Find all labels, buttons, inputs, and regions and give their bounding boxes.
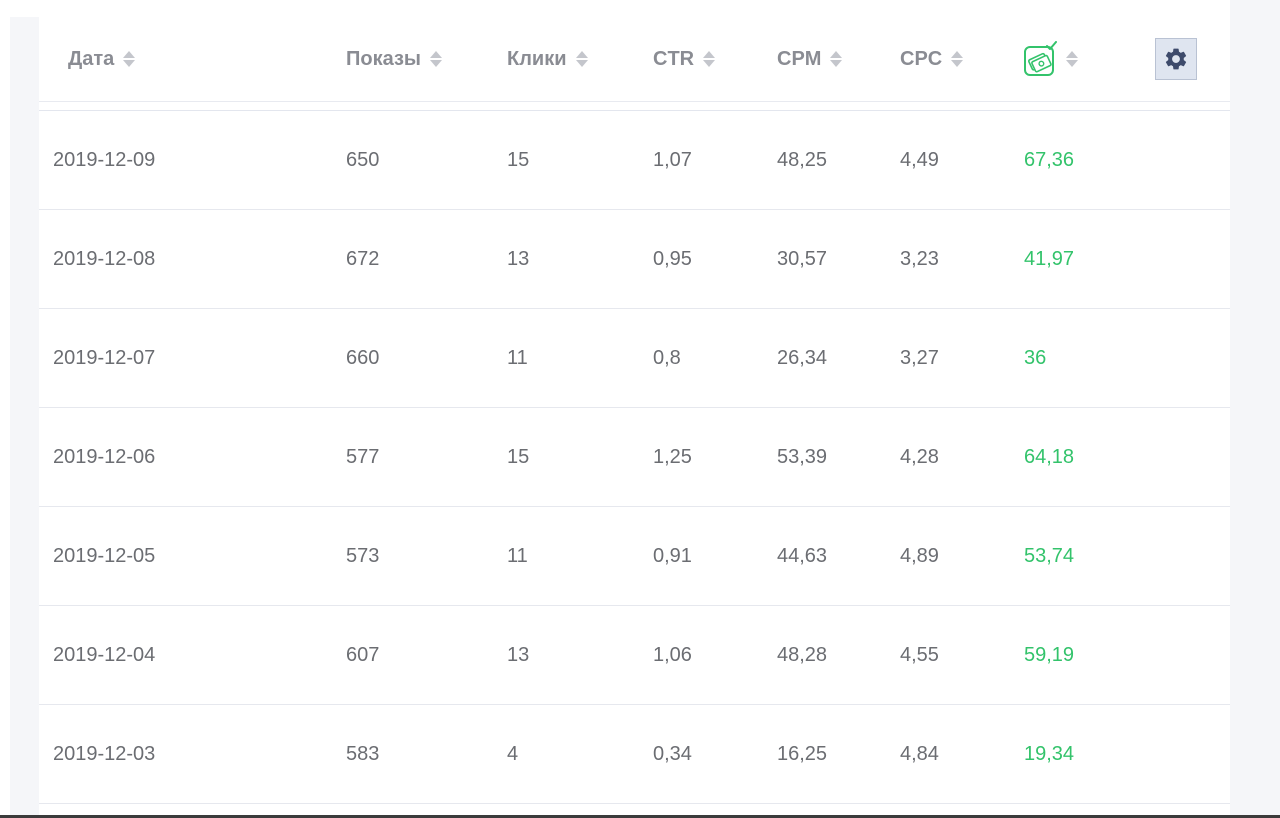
header-cpc[interactable]: CPC: [900, 17, 964, 101]
cell-clicks: 13: [507, 247, 530, 270]
cell-impressions: 672: [346, 247, 380, 270]
cell-date: 2019-12-05: [53, 544, 156, 567]
bottom-border: [0, 815, 1280, 818]
header-cpm-label: CPM: [777, 47, 822, 70]
cell-ctr: 1,06: [653, 643, 692, 666]
cell-spend: 64,18: [1024, 445, 1075, 468]
cell-cpm: 26,34: [777, 346, 828, 369]
cell-date: 2019-12-03: [53, 742, 156, 765]
cell-ctr: 0,8: [653, 346, 681, 369]
cell-clicks: 15: [507, 148, 530, 171]
table-row[interactable]: 2019-12-06 577 15 1,25 53,39 4,28 64,18: [39, 408, 1230, 507]
cell-cpm: 44,63: [777, 544, 828, 567]
header-cpm[interactable]: CPM: [777, 17, 843, 101]
header-impressions[interactable]: Показы: [346, 17, 442, 101]
cell-impressions: 650: [346, 148, 380, 171]
cell-clicks: 11: [507, 544, 528, 567]
right-margin: [1230, 0, 1280, 818]
cell-clicks: 13: [507, 643, 530, 666]
table-row[interactable]: 2019-12-03 583 4 0,34 16,25 4,84 19,34: [39, 705, 1230, 804]
money-check-icon: [1023, 41, 1057, 77]
table-row[interactable]: 2019-12-05 573 11 0,91 44,63 4,89 53,74: [39, 507, 1230, 606]
cell-impressions: 573: [346, 544, 380, 567]
cell-ctr: 1,25: [653, 445, 692, 468]
cell-spend: 53,74: [1024, 544, 1075, 567]
table-row[interactable]: 2019-12-08 672 13 0,95 30,57 3,23 41,97: [39, 210, 1230, 309]
cell-spend: 67,36: [1024, 148, 1075, 171]
cell-ctr: 1,07: [653, 148, 692, 171]
table-body: 2019-12-09 650 15 1,07 48,25 4,49 67,36 …: [39, 111, 1230, 804]
cell-impressions: 577: [346, 445, 380, 468]
cell-cpm: 53,39: [777, 445, 828, 468]
cell-clicks: 11: [507, 346, 528, 369]
cell-spend: 59,19: [1024, 643, 1075, 666]
cell-cpm: 48,28: [777, 643, 828, 666]
cell-impressions: 660: [346, 346, 380, 369]
cell-cpm: 48,25: [777, 148, 828, 171]
cell-impressions: 607: [346, 643, 380, 666]
cell-cpc: 3,27: [900, 346, 939, 369]
cell-spend: 19,34: [1024, 742, 1075, 765]
sort-icon[interactable]: [951, 50, 964, 68]
sort-icon[interactable]: [703, 50, 716, 68]
cell-spend: 41,97: [1024, 247, 1075, 270]
gear-icon: [1165, 48, 1187, 70]
cell-ctr: 0,95: [653, 247, 692, 270]
cell-clicks: 15: [507, 445, 530, 468]
header-spend[interactable]: [1023, 17, 1078, 101]
header-date[interactable]: Дата: [68, 17, 136, 101]
cell-date: 2019-12-08: [53, 247, 156, 270]
sort-icon[interactable]: [1066, 50, 1078, 68]
sort-icon[interactable]: [575, 50, 588, 68]
cell-date: 2019-12-04: [53, 643, 156, 666]
cell-clicks: 4: [507, 742, 519, 765]
table-row[interactable]: 2019-12-09 650 15 1,07 48,25 4,49 67,36: [39, 111, 1230, 210]
table-row[interactable]: 2019-12-04 607 13 1,06 48,28 4,55 59,19: [39, 606, 1230, 705]
header-ctr[interactable]: CTR: [653, 17, 716, 101]
stats-table: Дата Показы Клики CTR CPM CPC: [39, 17, 1230, 815]
header-impressions-label: Показы: [346, 47, 421, 70]
cell-cpm: 30,57: [777, 247, 828, 270]
header-clicks[interactable]: Клики: [507, 17, 588, 101]
table-row[interactable]: 2019-12-07 660 11 0,8 26,34 3,27 36: [39, 309, 1230, 408]
cell-cpc: 3,23: [900, 247, 939, 270]
cell-date: 2019-12-06: [53, 445, 156, 468]
header-cpc-label: CPC: [900, 47, 943, 70]
cell-ctr: 0,34: [653, 742, 692, 765]
sort-icon[interactable]: [430, 50, 442, 68]
sort-icon[interactable]: [123, 50, 136, 68]
cell-cpc: 4,28: [900, 445, 939, 468]
settings-button[interactable]: [1155, 38, 1197, 80]
sort-icon[interactable]: [830, 50, 843, 68]
header-divider: [39, 102, 1230, 111]
cell-cpc: 4,84: [900, 742, 939, 765]
header-date-label: Дата: [68, 47, 115, 70]
cell-cpc: 4,55: [900, 643, 939, 666]
cell-cpc: 4,89: [900, 544, 939, 567]
table-header: Дата Показы Клики CTR CPM CPC: [39, 17, 1230, 102]
cell-date: 2019-12-09: [53, 148, 156, 171]
cell-spend: 36: [1024, 346, 1047, 369]
cell-cpc: 4,49: [900, 148, 939, 171]
left-margin: [0, 0, 10, 818]
header-ctr-label: CTR: [653, 47, 695, 70]
cell-cpm: 16,25: [777, 742, 828, 765]
cell-date: 2019-12-07: [53, 346, 156, 369]
cell-impressions: 583: [346, 742, 380, 765]
cell-ctr: 0,91: [653, 544, 692, 567]
header-clicks-label: Клики: [507, 47, 567, 70]
